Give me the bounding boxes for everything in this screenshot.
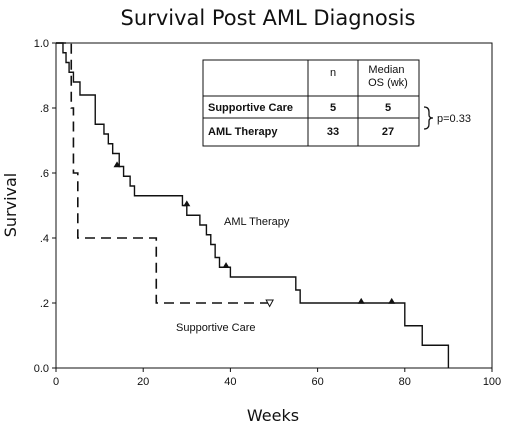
table-cell: 27 [382, 126, 394, 138]
x-tick-label: 60 [311, 376, 323, 388]
table-cell: 5 [385, 102, 391, 114]
series-label-aml-therapy: AML Therapy [224, 216, 290, 228]
y-tick-label: 0.0 [34, 363, 49, 375]
series-layer [56, 42, 450, 368]
table-cell: 33 [327, 126, 339, 138]
series-label-supportive-care: Supportive Care [176, 322, 256, 334]
censor-marker-aml-therapy [113, 161, 121, 168]
x-tick-label: 40 [224, 376, 236, 388]
y-axis-title: Survival [1, 173, 20, 238]
table-header-median: Median OS (wk) [368, 64, 408, 89]
x-axis-title: Weeks [247, 406, 299, 425]
p-value-annotation: p=0.33 [437, 113, 471, 125]
y-tick-label: .8 [40, 103, 49, 115]
censor-marker-supportive-care [265, 299, 274, 308]
summary-table: n Median OS (wk) Supportive Care 5 5 AML… [202, 59, 471, 147]
plot-area [55, 42, 493, 369]
x-tick-label: 100 [483, 376, 501, 388]
x-tick-label: 80 [399, 376, 411, 388]
chart-title: Survival Post AML Diagnosis [121, 6, 416, 30]
x-tick-label: 20 [137, 376, 149, 388]
y-tick-label: .4 [40, 233, 49, 245]
censor-marker-aml-therapy [183, 200, 191, 207]
censor-marker-aml-therapy [388, 297, 396, 304]
y-axis: 0.0 .2 .4 .6 .8 1.0 [34, 38, 56, 375]
censor-marker-aml-therapy [357, 297, 365, 304]
table-header-median-line2: OS (wk) [368, 77, 408, 89]
table-header-median-line1: Median [368, 64, 404, 76]
y-tick-label: .2 [40, 298, 49, 310]
x-tick-label: 0 [53, 376, 59, 388]
series-line-aml-therapy [56, 42, 450, 368]
table-row-label: AML Therapy [208, 126, 278, 138]
series-line-supportive-care [56, 42, 270, 304]
y-tick-label: 1.0 [34, 38, 49, 50]
table-row-label: Supportive Care [208, 102, 293, 114]
table-cell: 5 [330, 102, 336, 114]
y-tick-label: .6 [40, 168, 49, 180]
x-axis: 0 20 40 60 80 100 [53, 368, 501, 388]
table-header-n: n [330, 67, 336, 79]
brace-icon [423, 106, 434, 130]
censor-marker-aml-therapy [222, 262, 230, 269]
